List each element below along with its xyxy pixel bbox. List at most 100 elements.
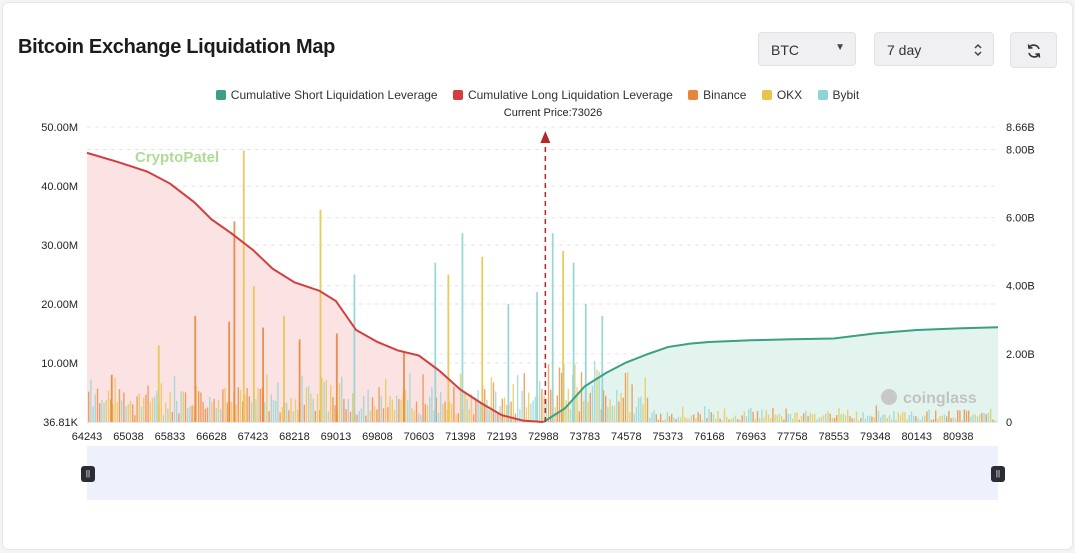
liquidation-bar: [316, 393, 319, 422]
liquidation-bar: [959, 410, 961, 422]
liquidation-bar: [633, 413, 635, 422]
liquidation-bar: [611, 405, 613, 422]
asset-select[interactable]: BTC ▼: [758, 32, 856, 66]
liquidation-bar: [187, 408, 189, 422]
liquidation-bar: [737, 419, 739, 422]
liquidation-bar: [677, 416, 679, 422]
liquidation-bar: [987, 412, 990, 422]
liquidation-bar: [191, 405, 193, 422]
long-area-fill: [87, 152, 544, 422]
period-select[interactable]: 7 day: [874, 32, 994, 66]
liquidation-bar: [770, 418, 772, 422]
liquidation-bar: [530, 403, 532, 422]
liquidation-bar: [981, 413, 983, 422]
liquidation-bar: [224, 387, 226, 422]
liquidation-bar: [94, 394, 96, 422]
liquidation-bar: [644, 377, 646, 422]
liquidation-bar: [910, 411, 913, 422]
liquidation-bar: [985, 414, 987, 422]
liquidation-peak-bar-bybit: [601, 315, 604, 422]
liquidation-peak-bar-okx: [283, 315, 285, 422]
liquidation-bar: [347, 399, 349, 422]
range-slider-right-handle[interactable]: ||: [991, 466, 1005, 482]
liquidation-bar: [748, 408, 750, 422]
liquidation-bar: [303, 404, 305, 422]
liquidation-bar: [292, 411, 294, 422]
liquidation-peak-bar-okx: [252, 286, 255, 422]
liquidation-bar: [688, 418, 690, 422]
liquidation-bar: [972, 414, 974, 422]
liquidation-bar: [246, 388, 248, 422]
watermark-coinglass: coinglass: [903, 390, 977, 407]
liquidation-bar: [189, 406, 191, 422]
liquidation-bar: [242, 401, 244, 422]
liquidation-bar: [684, 417, 686, 422]
legend-item-bybit[interactable]: Bybit: [817, 88, 859, 102]
liquidation-bar: [864, 418, 866, 422]
y-left-tick-label: 30.00M: [41, 240, 78, 252]
liquidation-bar: [847, 409, 849, 422]
liquidation-bar: [376, 409, 378, 422]
liquidation-bar: [380, 396, 382, 422]
liquidation-bar: [501, 398, 503, 422]
liquidation-bar: [657, 419, 660, 422]
liquidation-bar: [697, 411, 699, 422]
liquidation-peak-bar-binance: [110, 374, 113, 422]
liquidation-bar: [290, 397, 292, 422]
liquidation-bar: [409, 373, 411, 422]
y-left-tick-label: 36.81K: [43, 417, 79, 429]
x-tick-label: 76963: [736, 431, 767, 443]
liquidation-bar: [118, 389, 121, 422]
legend-item-long[interactable]: Cumulative Long Liquidation Leverage: [452, 88, 673, 102]
liquidation-bar: [778, 413, 781, 422]
liquidation-bar: [145, 394, 147, 422]
liquidation-bar: [143, 397, 145, 422]
legend-item-okx[interactable]: OKX: [761, 88, 802, 102]
liquidation-bar: [836, 415, 838, 422]
liquidation-bar: [200, 392, 202, 422]
liquidation-bar: [310, 393, 312, 422]
liquidation-peak-bar-okx: [242, 150, 245, 422]
liquidation-bar: [818, 417, 820, 422]
liquidation-bar: [620, 392, 622, 422]
liquidation-bar: [279, 412, 281, 422]
liquidation-bar: [596, 369, 598, 422]
liquidation-bar: [822, 415, 825, 422]
legend-label-binance: Binance: [703, 88, 747, 102]
refresh-button[interactable]: [1010, 32, 1057, 68]
liquidation-bar: [629, 412, 631, 422]
liquidation-bar: [257, 387, 259, 422]
x-tick-label: 75373: [653, 431, 684, 443]
liquidation-bar: [486, 399, 488, 422]
liquidation-bar: [391, 399, 393, 422]
liquidation-bar: [649, 417, 651, 422]
liquidation-peak-bar-bybit: [461, 233, 464, 422]
liquidation-peak-bar-binance: [194, 315, 197, 422]
short-area-fill: [543, 327, 998, 422]
liquidation-bar: [961, 420, 963, 422]
liquidation-bar: [627, 372, 629, 422]
liquidation-bar: [330, 384, 332, 422]
legend-item-binance[interactable]: Binance: [688, 88, 746, 102]
liquidation-bar: [734, 415, 737, 422]
page-title: Bitcoin Exchange Liquidation Map: [18, 36, 336, 58]
liquidation-bar: [893, 411, 895, 422]
liquidation-bar: [171, 411, 173, 422]
legend-item-short[interactable]: Cumulative Short Liquidation Leverage: [215, 88, 438, 102]
liquidation-bar: [365, 415, 367, 422]
liquidation-bar: [937, 418, 939, 422]
liquidation-bar: [435, 397, 437, 422]
liquidation-bar: [891, 419, 893, 422]
asset-select-value: BTC: [771, 42, 799, 58]
liquidation-bar: [396, 395, 398, 422]
liquidation-bar: [180, 391, 182, 422]
liquidation-bar: [651, 412, 653, 422]
liquidation-bar: [165, 402, 167, 422]
liquidation-bar: [600, 409, 602, 422]
range-slider-left-handle[interactable]: ||: [81, 466, 95, 482]
liquidation-bar: [860, 417, 862, 422]
liquidation-bar: [204, 408, 206, 422]
liquidation-bar: [814, 414, 816, 422]
liquidation-bar: [884, 414, 886, 422]
liquidation-bar: [699, 414, 701, 422]
